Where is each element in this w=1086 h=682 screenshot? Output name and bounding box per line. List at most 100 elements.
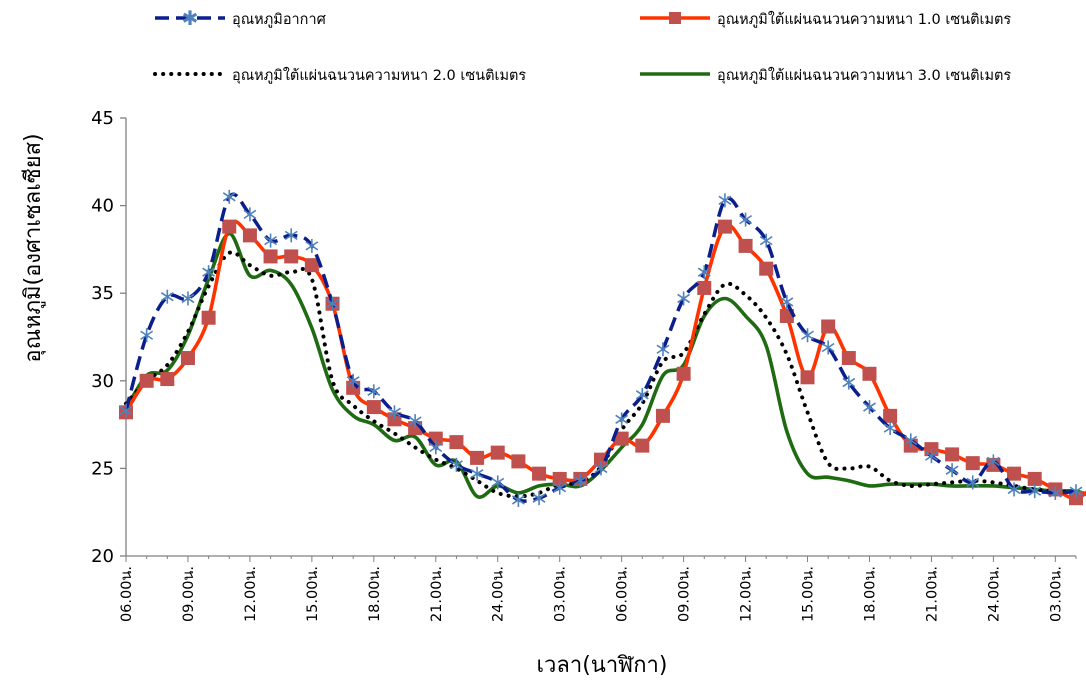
star-stroke <box>408 416 422 426</box>
star-stroke <box>904 435 918 446</box>
data-point-star <box>1069 484 1083 499</box>
star-stroke <box>842 377 856 388</box>
y-axis: 20 25 30 35 40 45 <box>91 108 127 567</box>
legend-label-insulation-2cm: อุณหภูมิใต้แผ่นฉนวนความหนา 2.0 เซนติเมตร <box>232 66 526 84</box>
star-stroke <box>305 241 319 251</box>
x-tick-label: 06.00น. <box>119 566 135 622</box>
data-point-star <box>615 412 629 427</box>
star-stroke <box>284 230 298 241</box>
star-stroke <box>532 493 546 503</box>
x-tick-label: 12.00น. <box>739 566 755 622</box>
data-point-square <box>800 370 815 385</box>
data-point-square <box>883 408 898 423</box>
legend-label-insulation-1cm: อุณหภูมิใต้แผ่นฉนวนความหนา 1.0 เซนติเมตร <box>717 10 1011 28</box>
y-tick-label: 35 <box>91 283 114 304</box>
star-stroke <box>1007 484 1021 495</box>
data-point-square <box>759 261 774 276</box>
data-point-star <box>697 265 711 280</box>
star-stroke <box>367 386 381 396</box>
series-line <box>124 231 1086 499</box>
data-point-square <box>1027 471 1042 486</box>
data-point-square <box>552 471 567 486</box>
legend-entry-insulation-1cm: อุณหภูมิใต้แผ่นฉนวนความหนา 1.0 เซนติเมตร <box>640 10 1011 28</box>
star-stroke <box>573 475 587 486</box>
star-stroke <box>119 405 133 416</box>
y-tick-label: 45 <box>91 108 114 129</box>
data-point-square <box>614 431 629 446</box>
data-point-star <box>718 193 732 208</box>
data-point-star <box>346 373 360 388</box>
star-stroke <box>966 477 980 488</box>
star-stroke <box>883 423 897 433</box>
star-stroke <box>388 407 401 418</box>
star-stroke <box>1028 486 1042 496</box>
data-point-star <box>305 238 319 253</box>
data-point-star <box>264 233 278 248</box>
x-tick-label: 21.00น. <box>924 566 940 622</box>
star-stroke <box>780 297 794 307</box>
data-point-square <box>594 452 608 467</box>
data-point-square <box>263 249 278 264</box>
star-stroke <box>863 402 876 412</box>
star-stroke <box>697 267 711 277</box>
x-tick-label: 15.00น. <box>801 566 817 622</box>
star-stroke <box>326 299 339 309</box>
star-stroke <box>160 292 174 302</box>
star-stroke <box>635 390 649 400</box>
series-layer <box>119 189 1086 507</box>
x-tick-label: 18.00น. <box>367 566 383 622</box>
series-1 <box>119 219 1086 506</box>
star-stroke <box>924 451 938 461</box>
data-point-square <box>862 366 877 381</box>
star-stroke <box>140 330 154 340</box>
data-point-star <box>511 492 525 507</box>
x-tick-label: 15.00น. <box>305 566 321 622</box>
data-point-square <box>160 372 175 387</box>
star-stroke <box>1048 488 1062 498</box>
data-point-square <box>841 351 856 366</box>
x-tick-label: 24.00น. <box>491 566 507 622</box>
data-point-star <box>883 421 897 436</box>
data-point-square <box>242 228 257 243</box>
data-point-star <box>780 294 794 309</box>
data-point-star <box>140 328 154 343</box>
data-point-star <box>243 207 257 222</box>
data-point-star <box>594 461 608 476</box>
data-point-square <box>1069 491 1083 506</box>
star-stroke <box>181 293 195 304</box>
star-stroke <box>677 293 691 304</box>
data-point-square <box>676 366 691 381</box>
star-stroke <box>759 235 773 246</box>
legend-square-icon <box>669 12 681 24</box>
data-point-square <box>532 466 547 481</box>
x-tick-label: 03.00น. <box>553 566 569 622</box>
data-point-star <box>759 233 773 248</box>
star-stroke <box>264 235 278 246</box>
data-point-square <box>697 280 712 295</box>
data-point-star <box>202 265 216 280</box>
x-tick-label: 06.00น. <box>615 566 631 622</box>
data-point-square <box>635 438 650 453</box>
star-stroke <box>594 463 608 474</box>
legend-entry-air-temp: ✱ อุณหภูมิอากาศ <box>155 6 327 30</box>
data-point-star <box>821 340 835 355</box>
y-tick-label: 25 <box>91 458 114 479</box>
x-axis-title: เวลา(นาฬิกา) <box>537 653 668 678</box>
star-stroke <box>491 477 505 488</box>
data-point-square <box>201 310 216 325</box>
star-stroke <box>243 209 257 220</box>
data-point-square <box>470 450 485 465</box>
data-point-square <box>924 442 939 457</box>
star-stroke <box>739 214 753 225</box>
series-3 <box>124 231 1086 499</box>
data-point-star <box>470 466 484 481</box>
data-point-star <box>945 463 959 478</box>
data-point-square <box>821 319 836 334</box>
data-point-star <box>635 387 649 402</box>
legend: ✱ อุณหภูมิอากาศ อุณหภูมิใต้แผ่นฉนวนความห… <box>153 6 1011 84</box>
star-stroke <box>656 344 670 354</box>
x-tick-label: 21.00น. <box>429 566 445 622</box>
data-point-star <box>863 400 876 415</box>
data-point-square <box>738 238 753 253</box>
